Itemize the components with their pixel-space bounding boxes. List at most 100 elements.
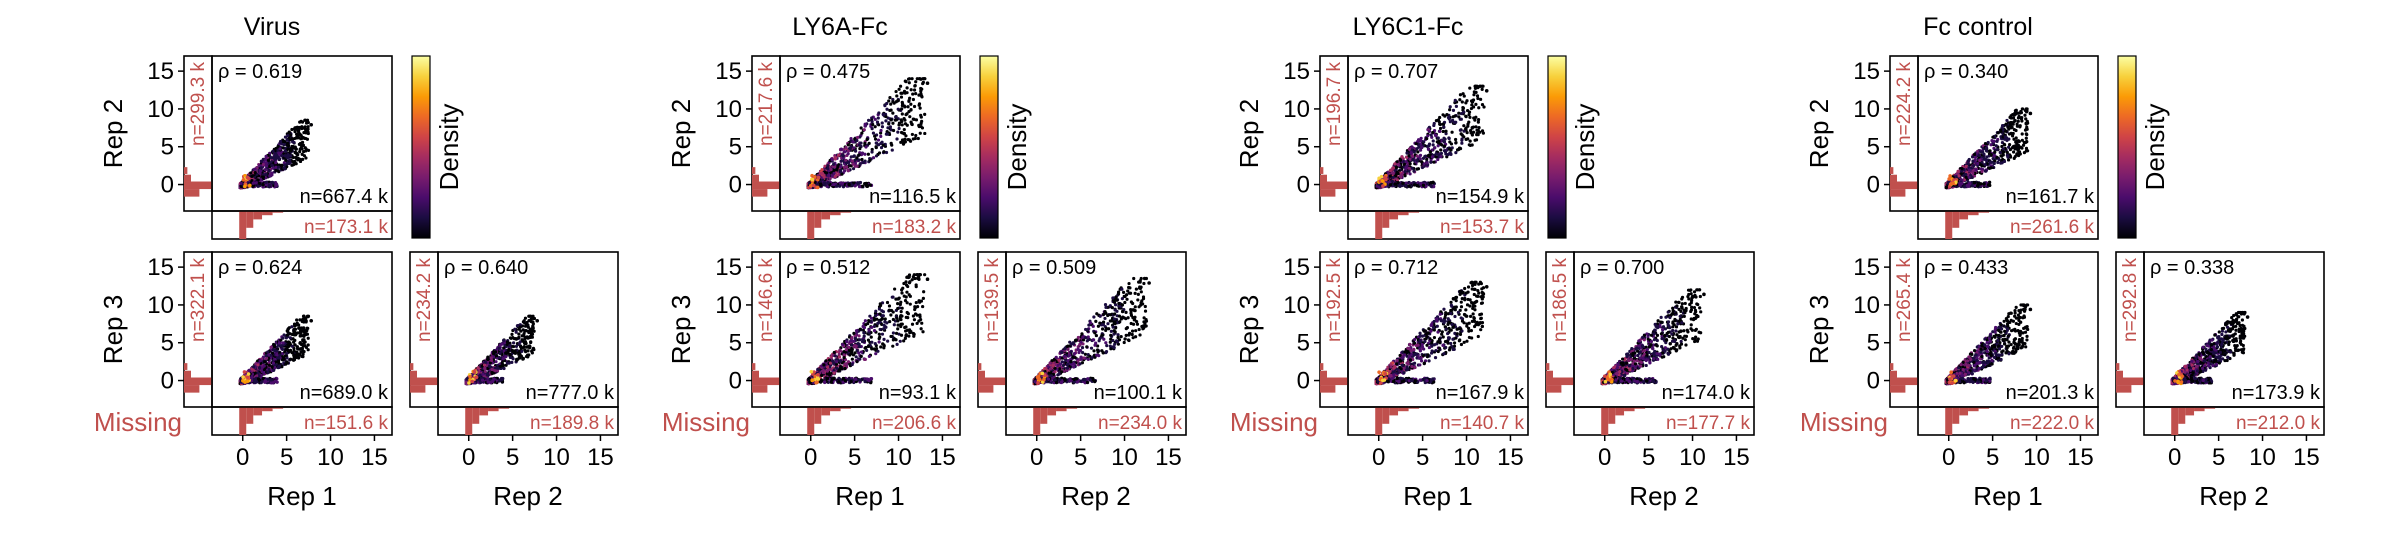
scatter-point (1104, 349, 1109, 354)
scatter-point (257, 181, 262, 186)
scatter-point (270, 171, 274, 175)
scatter-point (878, 312, 882, 316)
scatter-point (1079, 355, 1083, 360)
scatter-points (238, 118, 314, 190)
scatter-point (835, 366, 839, 370)
scatter-point (858, 162, 862, 166)
scatter-point (1124, 310, 1128, 314)
scatter-point (867, 354, 871, 359)
scatter-point (917, 123, 921, 127)
scatter-point (909, 108, 913, 112)
scatter-point (824, 359, 828, 363)
scatter-point (841, 376, 846, 381)
scatter-point (843, 150, 847, 154)
scatter-point (1117, 301, 1121, 306)
scatter-point (1094, 333, 1098, 338)
scatter-point (1069, 359, 1073, 364)
missing-x-bar (472, 407, 480, 424)
scatter-point (1061, 363, 1066, 367)
scatter-point (1123, 300, 1127, 305)
missing-y-bar (978, 385, 994, 393)
scatter-point (900, 119, 904, 124)
scatter-point (490, 367, 494, 372)
scatter-point (907, 293, 911, 297)
scatter-point (273, 357, 277, 361)
scatter-point-dense (472, 370, 477, 374)
scatter-point (288, 336, 293, 340)
missing-x-bar (239, 211, 247, 239)
scatter-point (825, 365, 830, 369)
scatter-point (285, 356, 289, 360)
missing-y-bar (752, 174, 759, 182)
scatter-point (918, 315, 922, 319)
scatter-point (903, 122, 908, 126)
scatter-point (892, 337, 897, 341)
scatter-point (281, 146, 285, 150)
scatter-point (908, 96, 912, 100)
scatter-point (521, 339, 525, 343)
scatter-point (523, 324, 528, 328)
scatter-point (908, 302, 912, 306)
missing-x-bar (262, 211, 273, 216)
scatter-point (300, 346, 304, 351)
scatter-point (840, 367, 844, 371)
scatter-point (285, 351, 289, 356)
scatter-point (502, 346, 506, 350)
scatter-point (894, 89, 898, 94)
scatter-point (907, 81, 911, 85)
scatter-point (517, 335, 521, 340)
scatter-point (292, 329, 296, 334)
scatter-point (288, 158, 292, 162)
scatter-point (830, 158, 834, 162)
scatter-point (871, 122, 875, 127)
scatter-point (855, 156, 859, 160)
scatter-point (253, 167, 257, 171)
scatter-point (1122, 340, 1126, 345)
scatter-point (1127, 338, 1131, 343)
scatter-point (821, 371, 825, 375)
scatter-point (254, 181, 259, 185)
scatter-point (839, 181, 843, 185)
scatter-point (294, 331, 299, 335)
scatter-point (836, 153, 841, 157)
scatter-point (900, 306, 904, 310)
scatter-point (1085, 345, 1089, 349)
scatter-point (530, 349, 534, 353)
scatter-point (912, 318, 917, 322)
scatter-point (918, 106, 922, 110)
scatter-point (882, 346, 886, 350)
scatter-point (828, 373, 832, 377)
scatter-point (295, 318, 299, 322)
scatter-point (863, 379, 867, 384)
scatter-point (861, 338, 866, 342)
scatter-point (842, 165, 847, 170)
scatter-point (1054, 355, 1058, 359)
scatter-point-dense (815, 185, 820, 190)
scatter-point (886, 339, 890, 343)
missing-x-bar (1033, 407, 1041, 435)
scatter-point (887, 304, 892, 308)
scatter-point (1124, 327, 1128, 331)
scatter-point (1139, 303, 1143, 307)
scatter-point (914, 133, 918, 138)
missing-x-label: n=206.6 k (872, 413, 956, 434)
scatter-point (902, 127, 906, 132)
scatter-point (884, 132, 888, 136)
scatter-point (853, 149, 858, 153)
x-tick-label: 10 (317, 444, 344, 471)
scatter-point (885, 300, 890, 305)
scatter-point (283, 135, 288, 139)
scatter-point (1131, 322, 1136, 326)
scatter-point (861, 160, 865, 165)
missing-y-bar (184, 181, 212, 190)
scatter-point (854, 329, 859, 333)
n-label: n=667.4 k (300, 186, 389, 208)
scatter-point (896, 327, 900, 331)
scatter-point (871, 156, 876, 160)
scatter-point (827, 358, 832, 362)
scatter-point-dense (810, 378, 815, 383)
scatter-point (529, 333, 534, 337)
scatter-point (282, 357, 286, 361)
